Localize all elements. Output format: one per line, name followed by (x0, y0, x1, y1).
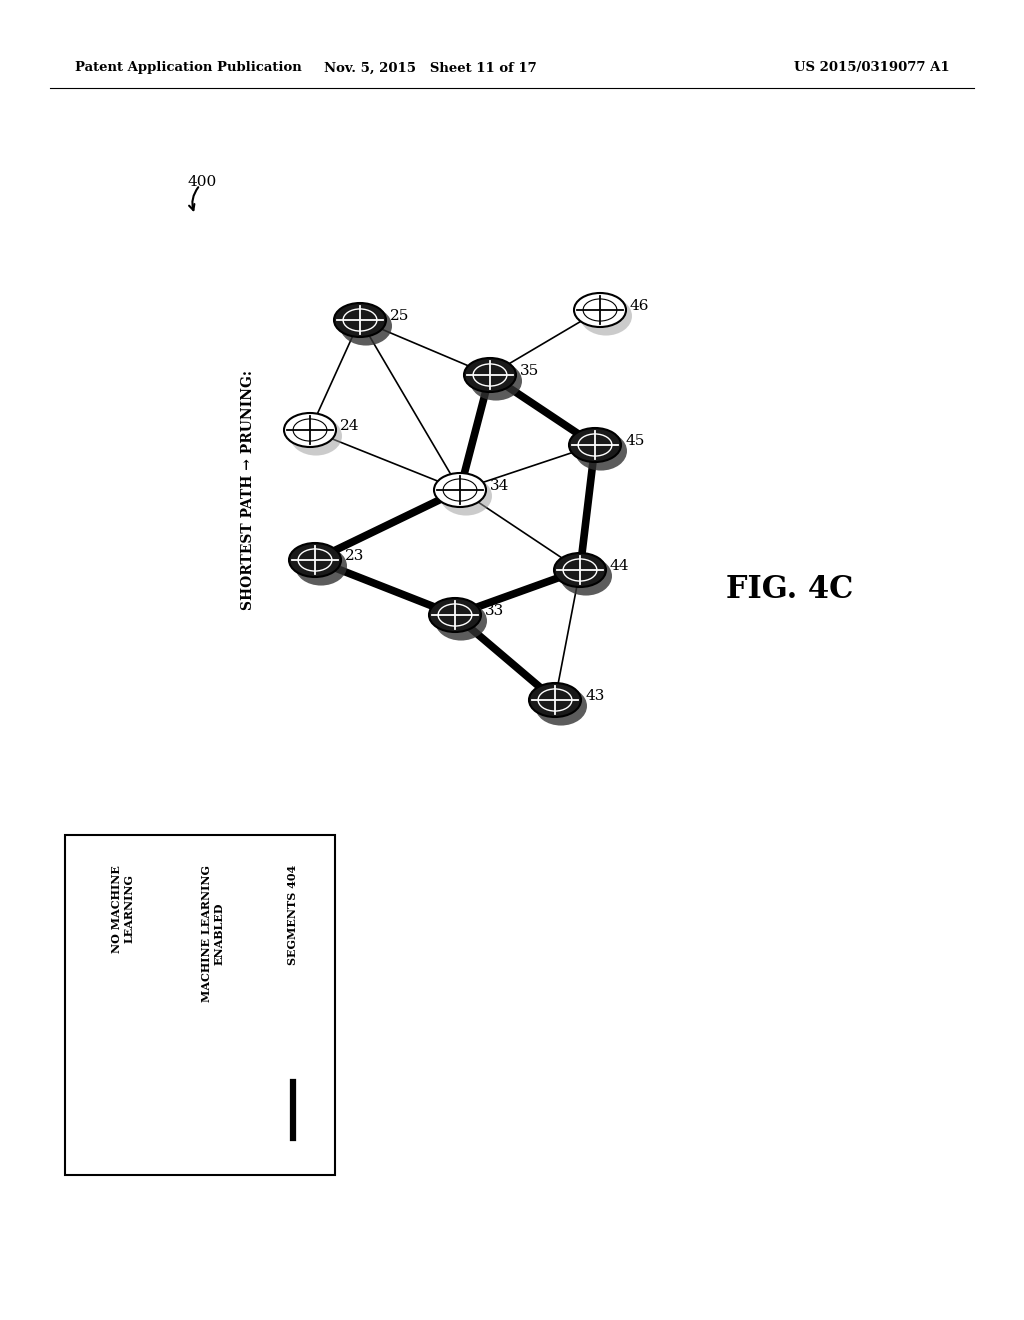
Ellipse shape (434, 473, 486, 507)
Ellipse shape (101, 1096, 145, 1125)
Text: Nov. 5, 2015   Sheet 11 of 17: Nov. 5, 2015 Sheet 11 of 17 (324, 62, 537, 74)
Ellipse shape (575, 432, 627, 470)
Ellipse shape (191, 1096, 234, 1125)
Text: 43: 43 (585, 689, 604, 704)
Text: 35: 35 (520, 364, 540, 378)
Ellipse shape (334, 304, 386, 337)
Ellipse shape (574, 293, 626, 327)
Ellipse shape (284, 413, 336, 447)
Ellipse shape (560, 557, 612, 595)
Text: SHORTEST PATH → PRUNING:: SHORTEST PATH → PRUNING: (241, 370, 255, 610)
Ellipse shape (464, 358, 516, 392)
Ellipse shape (580, 297, 632, 335)
Text: 400: 400 (188, 176, 217, 189)
Bar (65, 836, 335, 1175)
Text: FIG. 4C: FIG. 4C (726, 574, 854, 606)
Ellipse shape (340, 306, 392, 346)
Text: 34: 34 (490, 479, 509, 492)
Ellipse shape (197, 1098, 241, 1134)
Text: NO MACHINE
LEARNING: NO MACHINE LEARNING (111, 865, 135, 953)
Text: SEGMENTS 404: SEGMENTS 404 (288, 865, 299, 965)
Ellipse shape (440, 477, 492, 516)
Text: 46: 46 (630, 300, 649, 313)
Ellipse shape (106, 1098, 151, 1134)
Text: MACHINE LEARNING
ENABLED: MACHINE LEARNING ENABLED (201, 865, 225, 1002)
Text: 25: 25 (390, 309, 410, 323)
Text: 44: 44 (610, 558, 630, 573)
Ellipse shape (429, 598, 481, 632)
Text: 45: 45 (625, 434, 644, 447)
Ellipse shape (569, 428, 621, 462)
Ellipse shape (529, 682, 581, 717)
Ellipse shape (289, 543, 341, 577)
Ellipse shape (470, 362, 522, 400)
Ellipse shape (535, 686, 587, 726)
Text: 24: 24 (340, 418, 359, 433)
Ellipse shape (554, 553, 606, 587)
Text: 33: 33 (485, 605, 504, 618)
Text: US 2015/0319077 A1: US 2015/0319077 A1 (795, 62, 950, 74)
Text: 23: 23 (345, 549, 365, 564)
Ellipse shape (435, 602, 487, 640)
Ellipse shape (295, 546, 347, 586)
Text: Patent Application Publication: Patent Application Publication (75, 62, 302, 74)
Ellipse shape (290, 416, 342, 455)
